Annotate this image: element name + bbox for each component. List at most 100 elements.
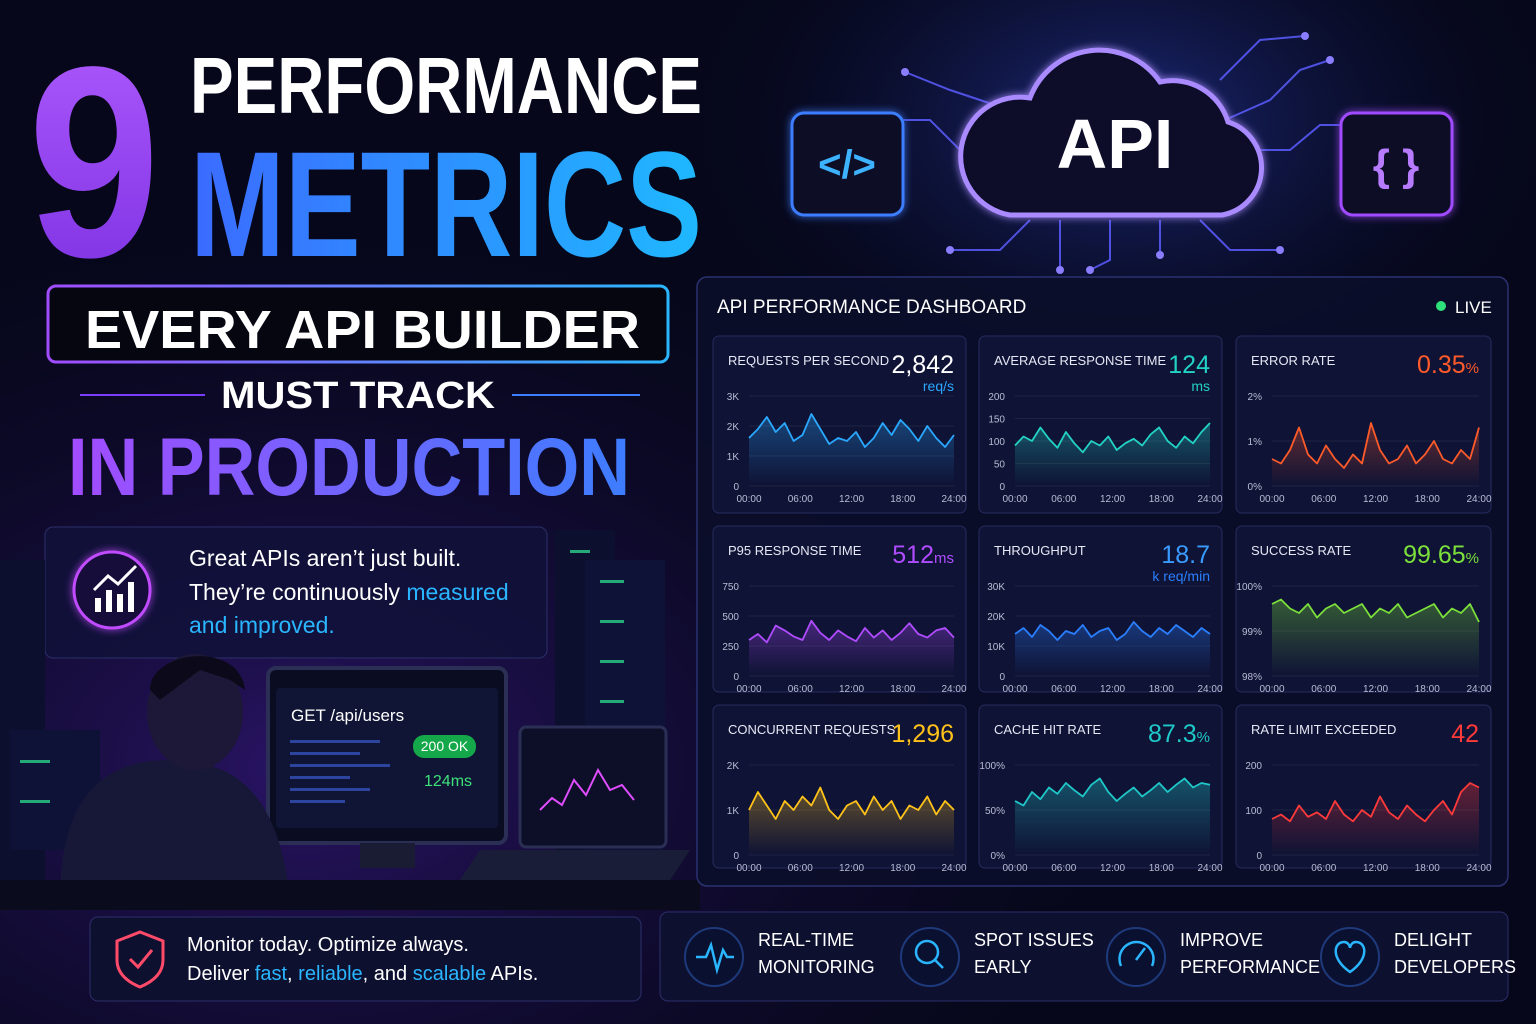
y-tick-label: 3K (727, 392, 740, 403)
x-tick-label: 00:00 (736, 494, 761, 505)
metric-number: 124 (1168, 351, 1210, 379)
y-tick-label: 50% (985, 806, 1005, 817)
x-tick-label: 06:00 (788, 863, 813, 874)
x-tick-label: 24:00 (1197, 684, 1222, 695)
benefits: REAL-TIME MONITORING SPOT ISSUES EARLY IMPRO… (684, 927, 1516, 987)
footer-line: Monitor today. Optimize always. (187, 934, 469, 956)
x-tick-label: 06:00 (1311, 494, 1336, 505)
metric-unit: % (1197, 729, 1210, 746)
code-box-label: </> (818, 143, 876, 187)
x-tick-label: 06:00 (1051, 863, 1076, 874)
x-tick-label: 24:00 (1466, 684, 1491, 695)
y-tick-label: 0 (733, 851, 739, 862)
x-tick-label: 06:00 (1311, 684, 1336, 695)
footer-text: APIs. (486, 963, 538, 985)
headline-line1: PERFORMANCE (190, 41, 702, 130)
x-tick-label: 18:00 (1415, 684, 1440, 695)
metric-number: 87.3 (1148, 720, 1197, 748)
metric-unit: % (1466, 360, 1479, 377)
x-tick-label: 06:00 (788, 494, 813, 505)
quote-line: They’re continuously measured (189, 579, 509, 605)
x-tick-label: 24:00 (1466, 494, 1491, 505)
headline-number: 9 (28, 10, 160, 314)
x-tick-label: 24:00 (941, 863, 966, 874)
y-tick-label: 10K (987, 642, 1005, 653)
x-tick-label: 00:00 (1002, 863, 1027, 874)
laptop-base (460, 850, 690, 880)
line (1014, 777, 1211, 807)
code-box (790, 111, 905, 217)
benefit-icon-ring (1320, 927, 1380, 987)
server-racks (0, 530, 665, 890)
y-tick-label: 2K (727, 761, 740, 772)
footer-text: Deliver (187, 963, 255, 985)
line (1271, 782, 1480, 823)
quote-line: and improved. (189, 612, 335, 638)
benefit-text: DEVELOPERS (1394, 957, 1516, 977)
x-tick-label: 18:00 (1149, 863, 1174, 874)
code-box-label: { } (1373, 141, 1419, 190)
y-tick-label: 1K (727, 452, 740, 463)
metric-value: 1,296 (891, 720, 954, 748)
time-text: 124ms (424, 773, 472, 790)
benefit-text: PERFORMANCE (1180, 957, 1320, 977)
x-tick-label: 00:00 (1259, 863, 1284, 874)
person-hair (150, 656, 245, 700)
y-tick-label: 2% (1248, 392, 1263, 403)
quote-icon-trend (92, 564, 138, 592)
metric-unit: ms (1191, 378, 1210, 394)
area (749, 787, 954, 855)
x-tick-label: 12:00 (839, 684, 864, 695)
footer-card (89, 916, 642, 1002)
metric-value: 87.3% (1148, 720, 1210, 748)
x-tick-label: 18:00 (1149, 494, 1174, 505)
line (748, 413, 955, 448)
y-tick-label: 0% (991, 851, 1006, 862)
metric-value: 2,842 (891, 351, 954, 379)
line (1014, 621, 1211, 641)
benefit-text: EARLY (974, 957, 1032, 977)
footer-highlight: reliable (298, 963, 362, 985)
y-tick-label: 250 (722, 642, 739, 653)
laptop (518, 725, 668, 849)
area (1272, 783, 1479, 855)
x-tick-label: 00:00 (1002, 494, 1027, 505)
metric-number: 2,842 (891, 351, 954, 379)
shield-check (128, 949, 154, 970)
metric-title: ERROR RATE (1251, 353, 1336, 368)
y-tick-label: 2K (727, 422, 740, 433)
quote-highlight: measured (406, 579, 508, 605)
footer-text: , (287, 963, 298, 985)
y-tick-label: 20K (987, 612, 1005, 623)
live-dot (1436, 301, 1446, 311)
x-tick-label: 18:00 (890, 863, 915, 874)
footer-highlight: scalable (413, 963, 486, 985)
metric-value: 512ms (892, 541, 954, 569)
headline-boxed: EVERY API BUILDER (85, 300, 640, 360)
x-tick-label: 12:00 (1363, 494, 1388, 505)
code-lines (290, 740, 390, 803)
benefits-card (659, 911, 1509, 1002)
x-tick-label: 12:00 (1100, 684, 1125, 695)
metric-number: 0.35 (1417, 351, 1466, 379)
y-tick-label: 50 (994, 460, 1006, 471)
x-tick-label: 18:00 (1149, 684, 1174, 695)
code-box (1339, 111, 1454, 217)
x-tick-label: 06:00 (1051, 684, 1076, 695)
benefit-text: SPOT ISSUES (974, 930, 1094, 950)
benefit-icon-ring (900, 927, 960, 987)
metric-value: 99.65% (1403, 541, 1479, 569)
area (749, 620, 954, 676)
line (1271, 598, 1480, 623)
x-tick-label: 00:00 (1259, 684, 1284, 695)
x-tick-label: 12:00 (1100, 494, 1125, 505)
metric-value: 18.7 (1161, 541, 1210, 569)
footer-text: , and (363, 963, 413, 985)
area (1015, 622, 1210, 676)
y-tick-label: 500 (722, 612, 739, 623)
x-tick-label: 06:00 (1051, 494, 1076, 505)
x-tick-label: 00:00 (736, 863, 761, 874)
desk (0, 880, 700, 910)
y-tick-label: 200 (1245, 761, 1262, 772)
